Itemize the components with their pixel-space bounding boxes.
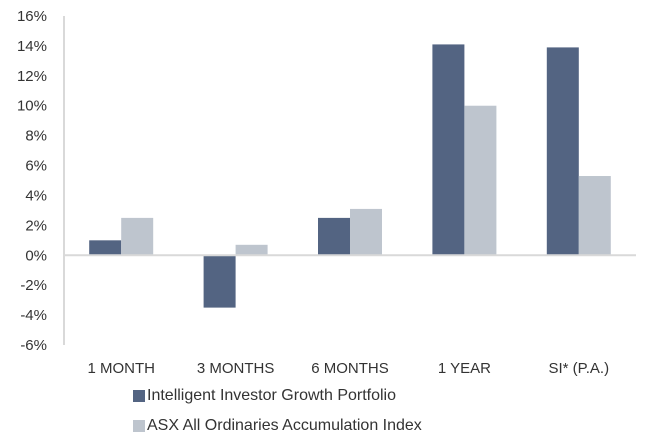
bar-portfolio: [546, 47, 579, 256]
y-tick-label: 2%: [25, 217, 47, 234]
bar-portfolio: [318, 217, 350, 256]
y-tick-label: 12%: [17, 68, 47, 85]
legend-swatch-index: [133, 420, 145, 432]
x-category-label: 1 YEAR: [438, 360, 491, 377]
y-tick-label: 8%: [25, 128, 47, 145]
y-tick-label: 4%: [25, 187, 47, 204]
y-axis-ticks: 16% 14% 12% 10% 8% 6% 4% 2% 0% -2% -4% -6%: [17, 8, 47, 354]
y-tick-label: -6%: [20, 337, 47, 354]
y-tick-label: 0%: [25, 247, 47, 264]
bar-index: [235, 244, 268, 256]
y-tick-label: 14%: [17, 38, 47, 55]
y-tick-label: -2%: [20, 277, 47, 294]
legend-item-index: ASX All Ordinaries Accumulation Index: [133, 417, 422, 435]
x-category-label: 3 MONTHS: [197, 360, 275, 377]
x-axis-labels: 1 MONTH 3 MONTHS 6 MONTHS 1 YEAR SI* (P.A.): [87, 360, 609, 377]
bar-index: [350, 208, 382, 256]
legend-label-portfolio: Intelligent Investor Growth Portfolio: [147, 387, 397, 404]
bars: [89, 44, 611, 308]
legend-label-index: ASX All Ordinaries Accumulation Index: [147, 417, 422, 434]
legend-swatch-portfolio: [133, 390, 145, 402]
bar-index: [464, 105, 497, 256]
x-category-label: 6 MONTHS: [311, 360, 389, 377]
bar-index: [121, 217, 154, 256]
bar-index: [578, 176, 611, 256]
y-tick-label: 16%: [17, 8, 47, 25]
y-tick-label: 6%: [25, 158, 47, 175]
bar-portfolio: [89, 240, 122, 256]
x-category-label: SI* (P.A.): [549, 360, 610, 377]
y-tick-label: 10%: [17, 98, 47, 115]
y-tick-label: -4%: [20, 307, 47, 324]
x-category-label: 1 MONTH: [87, 360, 155, 377]
bar-portfolio: [432, 44, 465, 256]
legend-item-portfolio: Intelligent Investor Growth Portfolio: [133, 387, 396, 405]
bar-portfolio: [203, 255, 236, 308]
